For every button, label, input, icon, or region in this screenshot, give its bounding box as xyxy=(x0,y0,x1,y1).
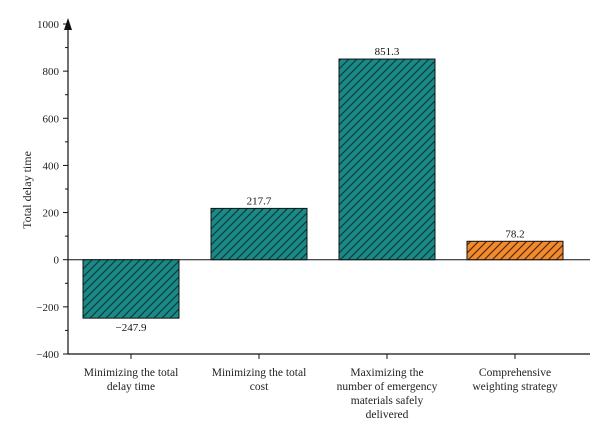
y-axis-title: Total delay time xyxy=(20,151,34,229)
bar xyxy=(210,207,308,261)
bar-value-label: −247.9 xyxy=(116,322,147,334)
category-label: Minimizing the total delay time xyxy=(84,367,179,393)
y-tick-label: −400 xyxy=(36,349,59,361)
y-tick-label: 0 xyxy=(54,255,60,267)
category-label: Comprehensive weighting strategy xyxy=(472,367,558,393)
y-tick-label: 1000 xyxy=(37,19,60,31)
bar-value-label: 851.3 xyxy=(375,46,400,58)
y-tick-label: 800 xyxy=(43,66,60,78)
y-tick-label: 600 xyxy=(43,113,60,125)
category-label: Maximizing the number of emergency materia… xyxy=(337,367,438,421)
bar xyxy=(466,240,564,261)
y-tick-label: −200 xyxy=(36,302,59,314)
category-label: Minimizing the total cost xyxy=(212,367,307,393)
labels: −247.9 Minimizing the total delay time 217.… xyxy=(84,46,558,421)
bars xyxy=(82,58,564,319)
bar-value-label: 217.7 xyxy=(247,195,272,207)
bar-value-label: 78.2 xyxy=(505,228,524,240)
bar xyxy=(338,58,436,261)
y-tick-label: 400 xyxy=(43,160,60,172)
y-tick-label: 200 xyxy=(43,208,60,220)
bar xyxy=(82,259,180,319)
